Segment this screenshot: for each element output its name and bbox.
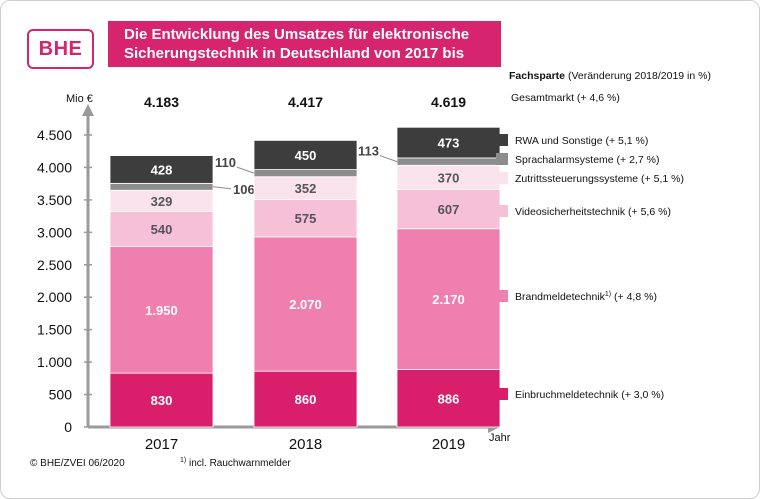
gesamtmarkt-label: Gesamtmarkt (+ 4,6 %): [511, 92, 620, 104]
x-category-2017: 2017: [145, 436, 178, 453]
label-sprachalarm-2018: 110: [215, 155, 236, 170]
label-einbruch-2018: 860: [295, 392, 317, 407]
x-axis-label: Jahr: [489, 432, 511, 444]
y-tick-label: 3.500: [37, 192, 72, 208]
footnote-text: incl. Rauchwarnmelder: [186, 458, 291, 469]
legend-name-einbruch: Einbruchmeldetechnik: [515, 389, 619, 401]
chart-title: Die Entwicklung des Umsatzes für elektro…: [108, 21, 501, 81]
legend-header-rest: (Veränderung 2018/2019 in %): [565, 70, 711, 82]
label-brand_melde-2019: 2.170: [432, 292, 465, 307]
legend-label-sprachalarm: Sprachalarmsysteme (+ 2,7 %): [515, 154, 659, 166]
y-axis-label: Mio €: [66, 93, 93, 105]
bar-segment-rwa-2019: [396, 126, 501, 159]
label-zutritt-2019: 370: [438, 170, 460, 185]
x-category-2018: 2018: [289, 436, 322, 453]
bar-segment-brand_melde-2019: [396, 228, 501, 370]
source-note: © BHE/ZVEI 06/2020: [30, 458, 125, 469]
legend-swatch-zutritt: [496, 172, 508, 184]
legend-name-brand_melde: Brandmeldetechnik: [515, 291, 606, 303]
bar-segment-sprachalarm-2017: [109, 182, 214, 191]
label-rwa-2019: 473: [438, 136, 460, 151]
legend-label-rwa: RWA und Sonstige (+ 5,1 %): [515, 135, 648, 147]
label-video-2017: 540: [151, 222, 173, 237]
bar-segment-video-2019: [396, 188, 501, 230]
total-label-2018: 4.417: [288, 94, 323, 110]
legend-sup-brand_melde: 1): [605, 291, 611, 298]
legend-name-sprachalarm: Sprachalarmsysteme: [515, 154, 614, 166]
x-category-2019: 2019: [432, 436, 465, 453]
chart-title-line2: Sicherungstechnik in Deutschland von 201…: [124, 45, 465, 81]
legend-swatch-rwa: [496, 134, 508, 146]
bar-segment-rwa-2017: [109, 155, 214, 184]
footnote: 1) incl. Rauchwarnmelder: [180, 457, 291, 469]
chart-title-line1: Die Entwicklung des Umsatzes für elektro…: [124, 26, 470, 43]
legend-swatch-brand_melde: [496, 290, 508, 302]
label-video-2018: 575: [295, 211, 317, 226]
y-axis-arrow: [82, 104, 94, 116]
legend-header: Fachsparte (Veränderung 2018/2019 in %): [509, 70, 711, 82]
label-rwa-2017: 428: [151, 162, 173, 177]
callout-line-2017: [212, 186, 232, 190]
legend-change-rwa: (+ 5,1 %): [603, 135, 649, 147]
bar-segment-video-2017: [109, 211, 214, 248]
footnote-mark: 1): [180, 457, 186, 464]
bar-segment-sprachalarm-2019: [396, 157, 501, 166]
y-tick-label: 1.500: [37, 322, 72, 338]
legend-change-sprachalarm: (+ 2,7 %): [614, 154, 660, 166]
legend-name-zutritt: Zutrittssteuerungssysteme: [515, 173, 638, 185]
label-rwa-2018: 450: [295, 148, 317, 163]
legend-label-zutritt: Zutrittssteuerungssysteme (+ 5,1 %): [515, 173, 684, 185]
bar-segment-sprachalarm-2018: [253, 169, 358, 178]
label-video-2019: 607: [438, 202, 460, 217]
legend-change-zutritt: (+ 5,1 %): [638, 173, 684, 185]
legend-change-brand_melde: (+ 4,8 %): [611, 291, 657, 303]
callout-line-2019: [379, 155, 398, 163]
legend-label-einbruch: Einbruchmeldetechnik (+ 3,0 %): [515, 389, 664, 401]
legend-label-brand_melde: Brandmeldetechnik1) (+ 4,8 %): [515, 291, 657, 303]
legend-change-video: (+ 5,6 %): [625, 206, 671, 218]
callout-line-2018: [236, 166, 255, 174]
bar-segment-einbruch-2018: [253, 370, 358, 428]
legend-label-video: Videosicherheitstechnik (+ 5,6 %): [515, 206, 671, 218]
label-zutritt-2017: 329: [151, 194, 173, 209]
y-tick-label: 0: [64, 419, 72, 435]
label-einbruch-2017: 830: [151, 393, 173, 408]
legend-name-video: Videosicherheitstechnik: [515, 206, 626, 218]
label-sprachalarm-2017: 106: [233, 182, 255, 197]
legend-name-rwa: RWA und Sonstige: [515, 135, 603, 147]
legend-swatch-einbruch: [496, 388, 508, 400]
legend-swatch-sprachalarm: [496, 153, 508, 165]
bhe-logo: BHE: [27, 29, 94, 69]
y-tick-label: 500: [49, 387, 73, 403]
total-label-2017: 4.183: [144, 94, 179, 110]
legend-swatch-video: [496, 205, 508, 217]
total-label-2019: 4.619: [431, 94, 466, 110]
bar-segment-video-2018: [253, 199, 358, 238]
bar-segment-brand_melde-2018: [253, 236, 358, 372]
y-tick-label: 3.000: [37, 224, 72, 240]
y-tick-label: 2.500: [37, 257, 72, 273]
bar-segment-einbruch-2019: [396, 369, 501, 428]
y-tick-label: 4.500: [37, 127, 72, 143]
y-tick-label: 4.000: [37, 159, 72, 175]
bar-segment-zutritt-2019: [396, 164, 501, 190]
legend-change-einbruch: (+ 3,0 %): [618, 389, 664, 401]
label-sprachalarm-2019: 113: [358, 144, 379, 159]
label-zutritt-2018: 352: [295, 181, 317, 196]
bar-segment-rwa-2018: [253, 139, 358, 170]
y-tick-label: 1.000: [37, 354, 72, 370]
bar-segment-brand_melde-2017: [109, 246, 214, 374]
y-tick-label: 2.000: [37, 289, 72, 305]
label-brand_melde-2018: 2.070: [289, 297, 322, 312]
label-einbruch-2019: 886: [438, 391, 460, 406]
bar-segment-einbruch-2017: [109, 372, 214, 428]
label-brand_melde-2017: 1.950: [145, 303, 178, 318]
legend-header-bold: Fachsparte: [509, 70, 565, 82]
